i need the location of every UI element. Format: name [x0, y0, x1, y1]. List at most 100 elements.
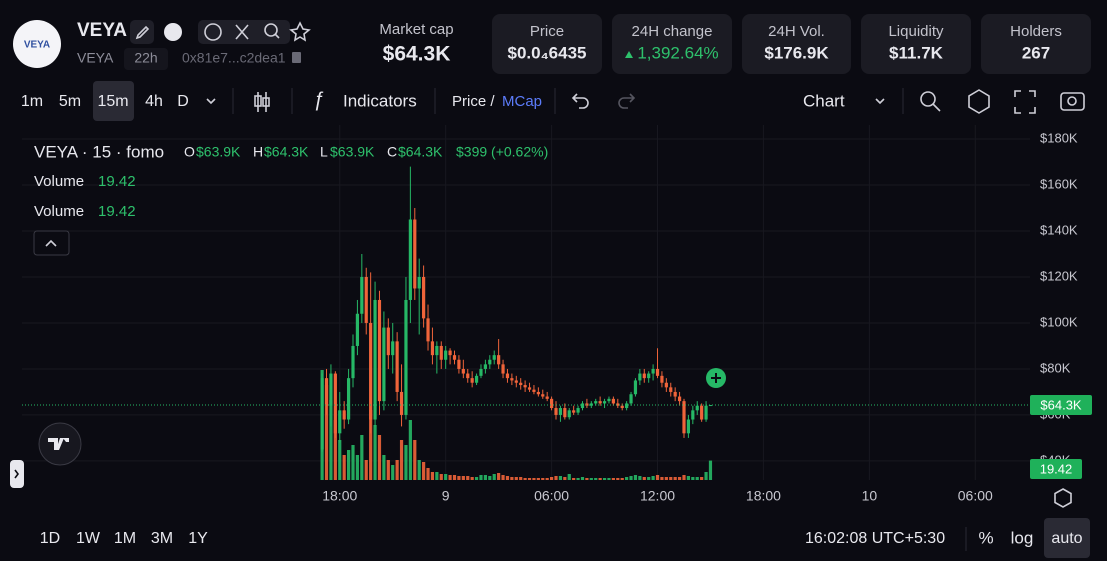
stat-value: $11.7K: [889, 43, 944, 62]
candle-body: [673, 391, 677, 397]
volume-bar: [342, 455, 346, 480]
range-button[interactable]: 1W: [76, 530, 101, 547]
interval-button[interactable]: 4h: [145, 93, 163, 110]
collapse-icon: [45, 239, 57, 247]
high-value: $64.3K: [264, 144, 309, 160]
alert-icon-handle: [932, 103, 941, 112]
add-icon: [711, 373, 721, 383]
up-arrow: [625, 51, 633, 58]
interval-dropdown[interactable]: [206, 98, 216, 105]
volume-bar: [483, 475, 487, 480]
favorite-star[interactable]: [289, 21, 311, 42]
candle-body: [333, 373, 337, 434]
candle-body: [589, 403, 593, 406]
candle-body: [549, 398, 554, 409]
candle-body: [607, 398, 611, 402]
volume-bar: [576, 478, 580, 480]
volume-bar: [691, 477, 695, 480]
screenshot-button[interactable]: [1060, 92, 1085, 111]
percent-toggle[interactable]: %: [978, 528, 993, 547]
redo-button[interactable]: [618, 93, 636, 109]
x-icon[interactable]: [235, 24, 249, 40]
volume-bar: [324, 385, 329, 480]
token-address[interactable]: 0x81e7...c2dea1: [182, 50, 286, 66]
volume-bar: [404, 445, 408, 480]
candle-body: [422, 276, 426, 319]
settings-button[interactable]: [968, 89, 990, 114]
volume-bar: [523, 478, 527, 480]
candle-body: [346, 378, 351, 420]
stat-value: $176.9K: [764, 43, 829, 62]
volume-bar: [651, 476, 655, 480]
volume-bar: [536, 478, 540, 480]
interval-button[interactable]: D: [177, 93, 189, 110]
x-tick-label: 10: [862, 488, 878, 504]
volume-bar: [633, 475, 638, 480]
interval-button[interactable]: 1m: [21, 93, 43, 110]
stat-label: 24H change: [632, 23, 713, 40]
axis-settings[interactable]: [1054, 488, 1072, 508]
candle-body: [457, 359, 461, 369]
chart-dropdown[interactable]: [875, 98, 885, 105]
range-button[interactable]: 1D: [40, 530, 60, 547]
candle-body: [488, 359, 492, 365]
collapse-legend[interactable]: [33, 230, 70, 256]
stat-box: [492, 14, 602, 74]
range-button[interactable]: 1M: [114, 530, 136, 547]
side-panel-icon: [14, 469, 19, 479]
candle-body: [704, 405, 708, 420]
volume-bar: [638, 476, 642, 480]
volume-bar: [474, 477, 479, 480]
candle-body: [461, 368, 465, 374]
token-name: VEYA: [77, 20, 127, 41]
volume-bar: [395, 460, 399, 480]
price-toggle[interactable]: Price /: [452, 93, 495, 110]
copy-icon[interactable]: [292, 52, 301, 63]
candle-body: [563, 408, 567, 418]
volume-badge: [1030, 459, 1082, 479]
range-button[interactable]: 1Y: [188, 530, 208, 547]
candle-body-icon: [254, 95, 262, 107]
token-age: 22h: [134, 50, 157, 66]
volume-bar: [695, 477, 699, 480]
stat-value: 1,392.64%: [637, 43, 718, 62]
stat-value: $64.3K: [383, 43, 451, 66]
fullscreen-button[interactable]: [1014, 90, 1036, 114]
alert-icon[interactable]: [920, 91, 936, 107]
volume-bar: [682, 475, 686, 480]
log-toggle[interactable]: log: [1011, 528, 1034, 547]
volume-bar: [329, 400, 333, 480]
candle-body: [611, 398, 615, 404]
mcap-toggle[interactable]: MCap: [502, 93, 542, 110]
candle-body: [669, 387, 673, 392]
volume-bar: [488, 476, 492, 480]
undo-button[interactable]: [571, 93, 589, 109]
range-button[interactable]: 3M: [151, 530, 173, 547]
volume-bar: [594, 478, 598, 480]
interval-button[interactable]: 5m: [59, 93, 81, 110]
indicators-button[interactable]: Indicators: [343, 91, 417, 110]
stat-box: [742, 14, 851, 74]
volume-bar: [435, 472, 439, 480]
interval-button[interactable]: 15m: [97, 93, 128, 110]
symbol-label: VEYA · 15 · fomo: [34, 142, 164, 161]
volume-bar: [351, 445, 355, 480]
chart-type-button[interactable]: Chart: [803, 91, 845, 110]
website-icon[interactable]: [204, 23, 222, 41]
candle-body: [558, 408, 563, 415]
volume-bar: [602, 478, 607, 480]
volume-bar: [461, 476, 465, 480]
volume-bar: [611, 478, 615, 480]
volume-bar: [426, 468, 430, 480]
candle-body: [497, 355, 501, 365]
x-tick-label: 18:00: [322, 488, 357, 504]
auto-toggle[interactable]: auto: [1051, 530, 1082, 547]
volume-value: 19.42: [98, 173, 136, 190]
stat-box: [861, 14, 971, 74]
candle-body: [567, 410, 571, 418]
fx-icon[interactable]: ƒ: [313, 88, 324, 110]
candle-body: [616, 403, 620, 406]
search-icon[interactable]: [264, 23, 278, 37]
volume-bar: [470, 477, 474, 480]
